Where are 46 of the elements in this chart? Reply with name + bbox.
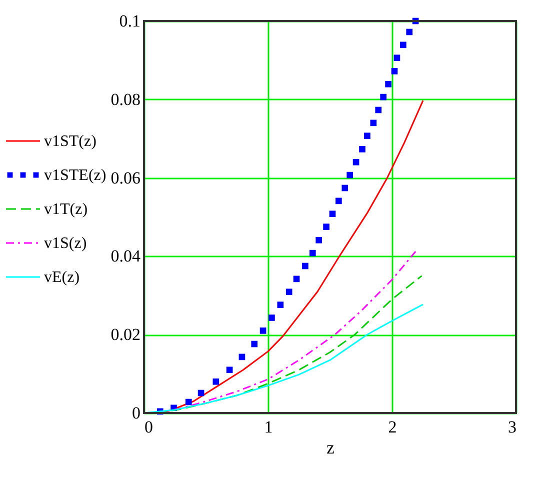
point — [329, 210, 336, 218]
point — [251, 340, 258, 348]
point — [352, 158, 360, 166]
point — [342, 184, 348, 192]
point — [375, 106, 382, 114]
point — [316, 236, 322, 244]
point — [359, 146, 366, 152]
y-tick-label: 0 — [132, 404, 140, 422]
legend-label: v1STE(z) — [44, 167, 106, 184]
x-tick-label: 2 — [388, 418, 397, 436]
point — [268, 314, 275, 321]
point — [286, 288, 292, 296]
point — [400, 42, 406, 48]
legend-label: v1ST(z) — [44, 133, 96, 150]
y-tick-label: 0.02 — [110, 325, 140, 344]
y-tick-label: 0.08 — [110, 90, 140, 109]
point — [406, 28, 413, 36]
point — [238, 354, 246, 360]
point — [212, 378, 220, 385]
point — [260, 328, 266, 334]
point — [277, 302, 284, 308]
point — [380, 94, 386, 100]
x-tick-label: 3 — [508, 418, 516, 436]
legend-label: vE(z) — [44, 269, 80, 286]
point — [302, 262, 308, 270]
point — [185, 398, 192, 406]
y-tick-label: 0.04 — [110, 246, 141, 266]
point — [346, 172, 354, 178]
y-tick-label: 0.06 — [110, 168, 140, 188]
x-tick-label: 0 — [144, 418, 153, 436]
point — [226, 366, 233, 374]
point — [309, 250, 316, 256]
y-tick-label: 0.1 — [119, 12, 140, 30]
point — [370, 120, 377, 126]
point — [198, 390, 204, 396]
point — [323, 224, 330, 230]
point — [293, 276, 300, 282]
x-axis-title: z — [326, 438, 334, 458]
point — [394, 54, 400, 62]
point — [336, 198, 342, 204]
legend-label: v1T(z) — [44, 201, 88, 218]
point — [385, 80, 392, 88]
x-tick-label: 1 — [264, 418, 273, 436]
legend-label: v1S(z) — [44, 235, 87, 252]
point — [391, 68, 398, 74]
point — [364, 132, 370, 140]
